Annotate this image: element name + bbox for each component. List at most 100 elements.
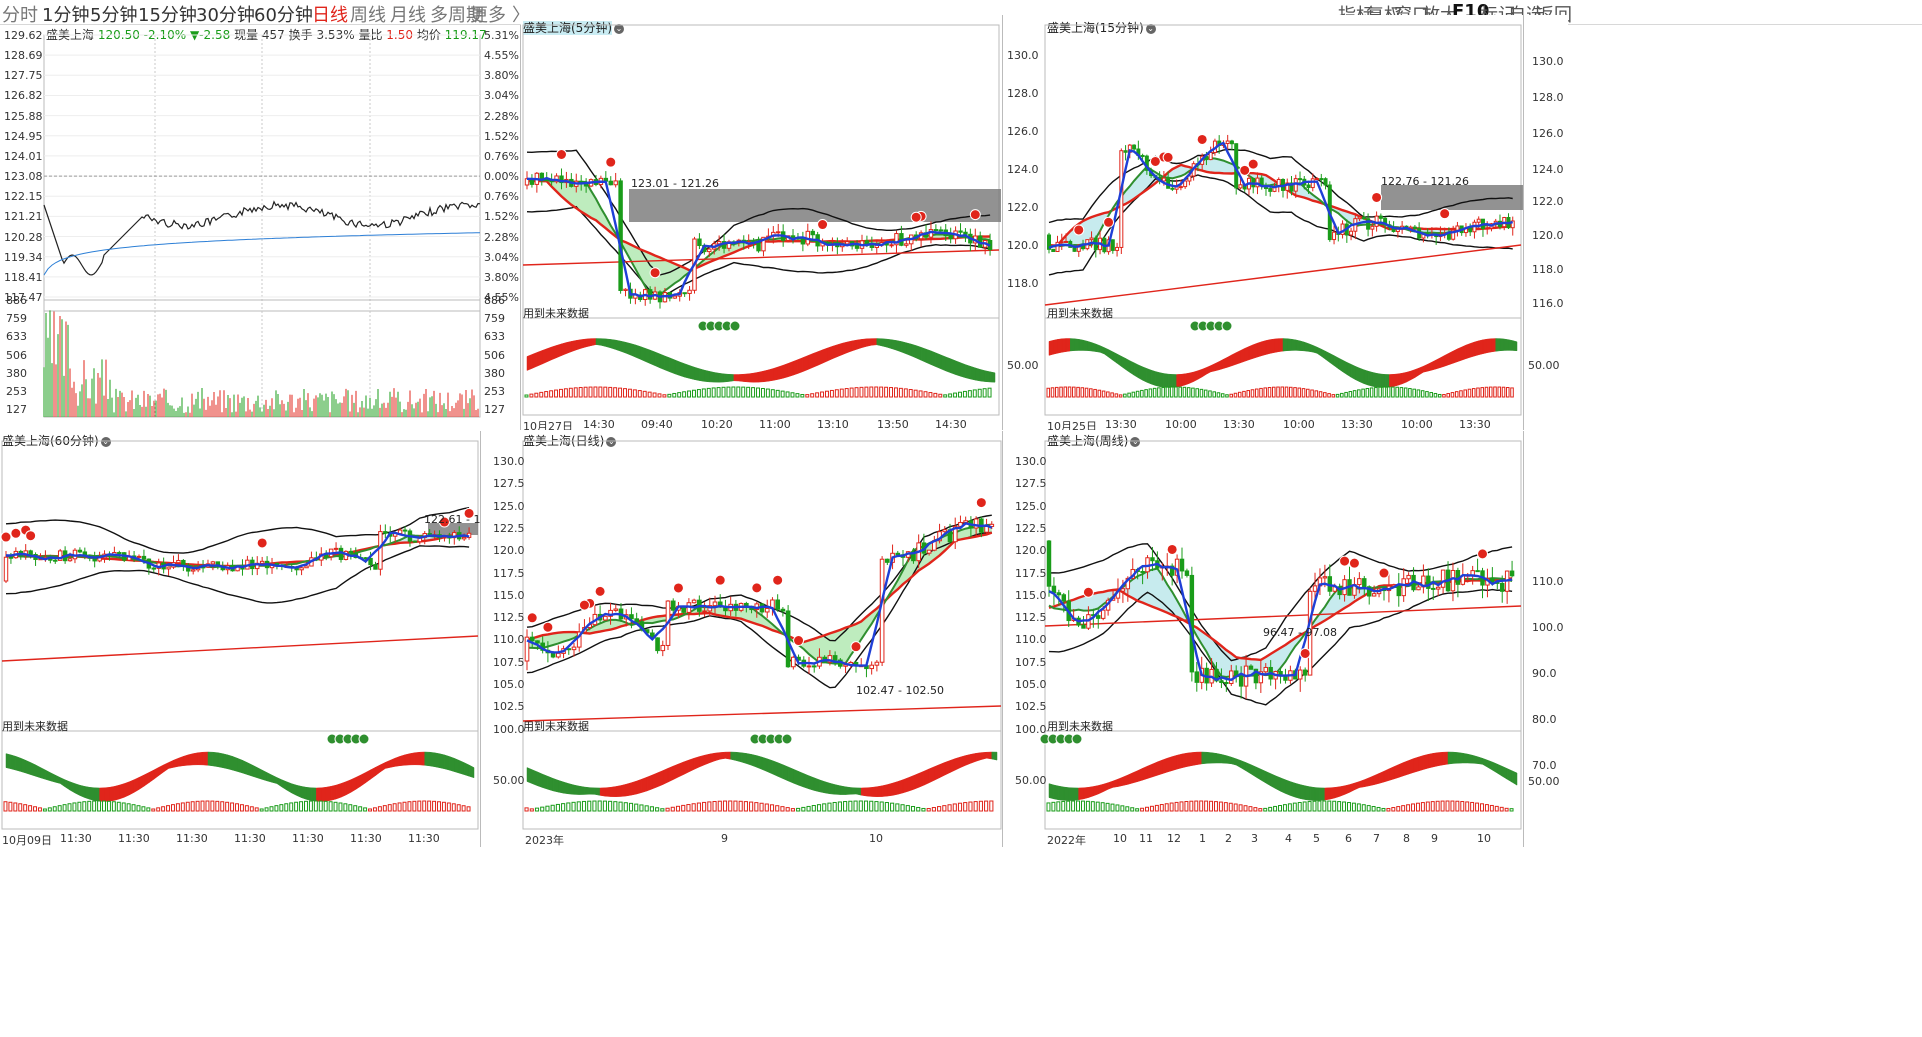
- osc-tick-right: 50.00: [1528, 359, 1560, 372]
- oscillator-ribbon: [944, 760, 951, 776]
- oscillator-bar: [220, 801, 225, 812]
- oscillator-bar: [963, 802, 968, 812]
- period-tab-4[interactable]: 30分钟: [196, 5, 255, 26]
- price-tick: 127.75: [4, 69, 43, 83]
- oscillator-bar: [554, 389, 559, 398]
- kline-weekly: [1039, 440, 1522, 830]
- oscillator-bar: [957, 802, 963, 812]
- oscillator-ribbon: [25, 759, 31, 775]
- oscillator-ribbon: [1269, 338, 1275, 354]
- oscillator-bar: [1055, 386, 1059, 398]
- period-tab-6[interactable]: 日线: [312, 5, 348, 26]
- oscillator-ribbon: [1265, 771, 1271, 787]
- oscillator-bar: [1504, 807, 1509, 812]
- candle-body: [304, 565, 309, 569]
- chevron-down-icon[interactable]: ⌄: [614, 23, 624, 34]
- oscillator-ribbon: [640, 346, 646, 362]
- oscillator-ribbon: [104, 787, 110, 802]
- oscillator-ribbon: [1368, 775, 1375, 787]
- oscillator-ribbon: [1155, 371, 1160, 387]
- candle-body: [1349, 230, 1354, 236]
- oscillator-bar: [561, 803, 566, 812]
- candle-body: [1258, 671, 1264, 684]
- oscillator-ribbon: [1240, 760, 1247, 772]
- panel-15min[interactable]: 盛美上海(15分钟) ⌄ 用到未来数据 122.76 - 121.26 130.0…: [1003, 15, 1524, 430]
- oscillator-bar: [1046, 387, 1051, 398]
- oscillator-bar: [900, 804, 905, 812]
- oscillator-bar: [1489, 804, 1494, 812]
- oscillator-bar: [382, 805, 387, 812]
- oscillator-ribbon: [1068, 787, 1074, 801]
- oscillator-bar: [848, 800, 853, 812]
- oscillator-bar: [1433, 392, 1438, 398]
- y-axis-tick: 130.0: [1015, 455, 1047, 468]
- oscillator-ribbon: [1196, 751, 1202, 765]
- period-tab-1[interactable]: 1分钟: [42, 5, 90, 26]
- candle-body: [1100, 609, 1106, 619]
- oscillator-bar: [1297, 387, 1302, 398]
- period-tab-5[interactable]: 60分钟: [254, 5, 313, 26]
- candle-body: [1285, 182, 1290, 191]
- candle-body: [874, 661, 880, 666]
- oscillator-ribbon: [714, 752, 721, 762]
- oscillator-bar: [837, 801, 842, 812]
- period-tab-10[interactable]: 更多: [470, 5, 506, 26]
- oscillator-ribbon: [1171, 754, 1178, 771]
- oscillator-ribbon: [777, 364, 784, 380]
- period-tab-9[interactable]: 多周期: [430, 5, 484, 26]
- oscillator-bar: [1182, 386, 1187, 398]
- oscillator-ribbon: [1250, 764, 1257, 778]
- oscillator-ribbon: [45, 769, 51, 782]
- signal-marker: [542, 621, 554, 633]
- oscillator-ribbon: [1121, 355, 1126, 370]
- oscillator-bar: [1459, 390, 1463, 398]
- y-axis-tick: 130.0: [493, 455, 525, 468]
- oscillator-ribbon: [10, 754, 17, 771]
- candle-body: [348, 550, 354, 554]
- oscillator-ribbon: [851, 339, 858, 352]
- oscillator-bar: [691, 803, 696, 812]
- oscillator-ribbon: [128, 779, 135, 796]
- panel-60min[interactable]: 盛美上海(60分钟)⌄ 用到未来数据 122.61 - 12 10月09日11:…: [0, 431, 481, 847]
- oscillator-bar: [1131, 391, 1136, 398]
- osc-signal-marker: [729, 320, 741, 332]
- panel-weekly[interactable]: 盛美上海(周线) ⌄ 用到未来数据 96.47 - 97.08 130.0 127.…: [1003, 431, 1524, 847]
- oscillator-ribbon: [763, 369, 769, 383]
- period-tab-2[interactable]: 5分钟: [90, 5, 138, 26]
- oscillator-ribbon: [1265, 339, 1271, 355]
- right-axis-tick: 118.0: [1532, 263, 1564, 276]
- oscillator-ribbon: [316, 787, 322, 802]
- oscillator-ribbon: [1260, 768, 1267, 784]
- oscillator-ribbon: [753, 371, 759, 383]
- oscillator-bar: [775, 805, 780, 812]
- chevron-down-icon[interactable]: ⌄: [1145, 23, 1156, 34]
- oscillator-bar: [1106, 391, 1110, 398]
- oscillator-bar: [1323, 392, 1327, 398]
- oscillator-ribbon: [667, 765, 674, 783]
- candle-body: [1306, 184, 1311, 189]
- oscillator-ribbon: [713, 372, 720, 383]
- panel-5min[interactable]: 盛美上海(5分钟) ⌄ 用到未来数据 123.01 - 121.26 10月27日…: [521, 15, 1003, 430]
- oscillator-ribbon: [1478, 339, 1484, 356]
- ma-short: [1048, 562, 1513, 682]
- oscillator-ribbon: [1082, 339, 1088, 351]
- period-tab-7[interactable]: 周线: [350, 5, 386, 26]
- oscillator-frame: [522, 730, 1002, 830]
- oscillator-ribbon: [1117, 776, 1124, 787]
- oscillator-ribbon: [232, 756, 238, 772]
- oscillator-ribbon: [458, 760, 465, 775]
- oscillator-ribbon: [1495, 338, 1501, 352]
- oscillator-ribbon: [693, 756, 700, 770]
- candle-body: [151, 567, 157, 570]
- period-tab-3[interactable]: 15分钟: [138, 5, 197, 26]
- oscillator-bar: [1157, 387, 1161, 398]
- intraday-panel[interactable]: 盛美上海 120.50 -2.10% ▼-2.58 现量 457 换手 3.53…: [0, 25, 521, 430]
- period-tab-8[interactable]: 月线: [390, 5, 426, 26]
- period-tab-0[interactable]: 分时: [2, 5, 38, 26]
- panel-daily[interactable]: 盛美上海(日线) ⌄ 用到未来数据 102.47 - 102.50 130.0 12…: [481, 431, 1003, 847]
- candle-body: [810, 230, 815, 236]
- oscillator-ribbon: [834, 784, 841, 795]
- oscillator-ribbon: [178, 756, 184, 767]
- candle-body: [1110, 239, 1115, 251]
- signal-marker: [605, 156, 617, 168]
